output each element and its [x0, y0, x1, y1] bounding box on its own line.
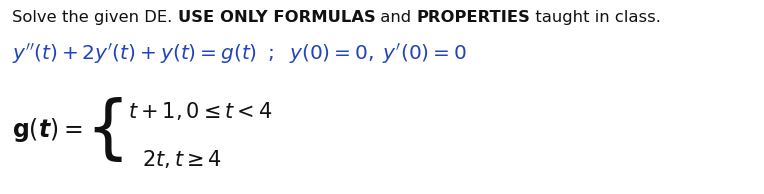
Text: $y''(t) + 2y'(t) + y(t) = g(t)\;\; ; \;\; y(0) = 0, \; y'(0) = 0$: $y''(t) + 2y'(t) + y(t) = g(t)\;\; ; \;\…	[12, 42, 467, 66]
Text: PROPERTIES: PROPERTIES	[416, 10, 530, 25]
Text: $t + 1, 0 \leq t < 4$: $t + 1, 0 \leq t < 4$	[128, 100, 273, 122]
Text: $\mathbf{g}(\boldsymbol{t}) =$: $\mathbf{g}(\boldsymbol{t}) =$	[12, 116, 83, 144]
Text: taught in class.: taught in class.	[530, 10, 662, 25]
Text: $2t, t \geq 4$: $2t, t \geq 4$	[142, 148, 222, 170]
Text: Solve the given DE.: Solve the given DE.	[12, 10, 177, 25]
Text: and: and	[375, 10, 416, 25]
Text: $\{$: $\{$	[86, 95, 123, 165]
Text: USE ONLY FORMULAS: USE ONLY FORMULAS	[177, 10, 375, 25]
